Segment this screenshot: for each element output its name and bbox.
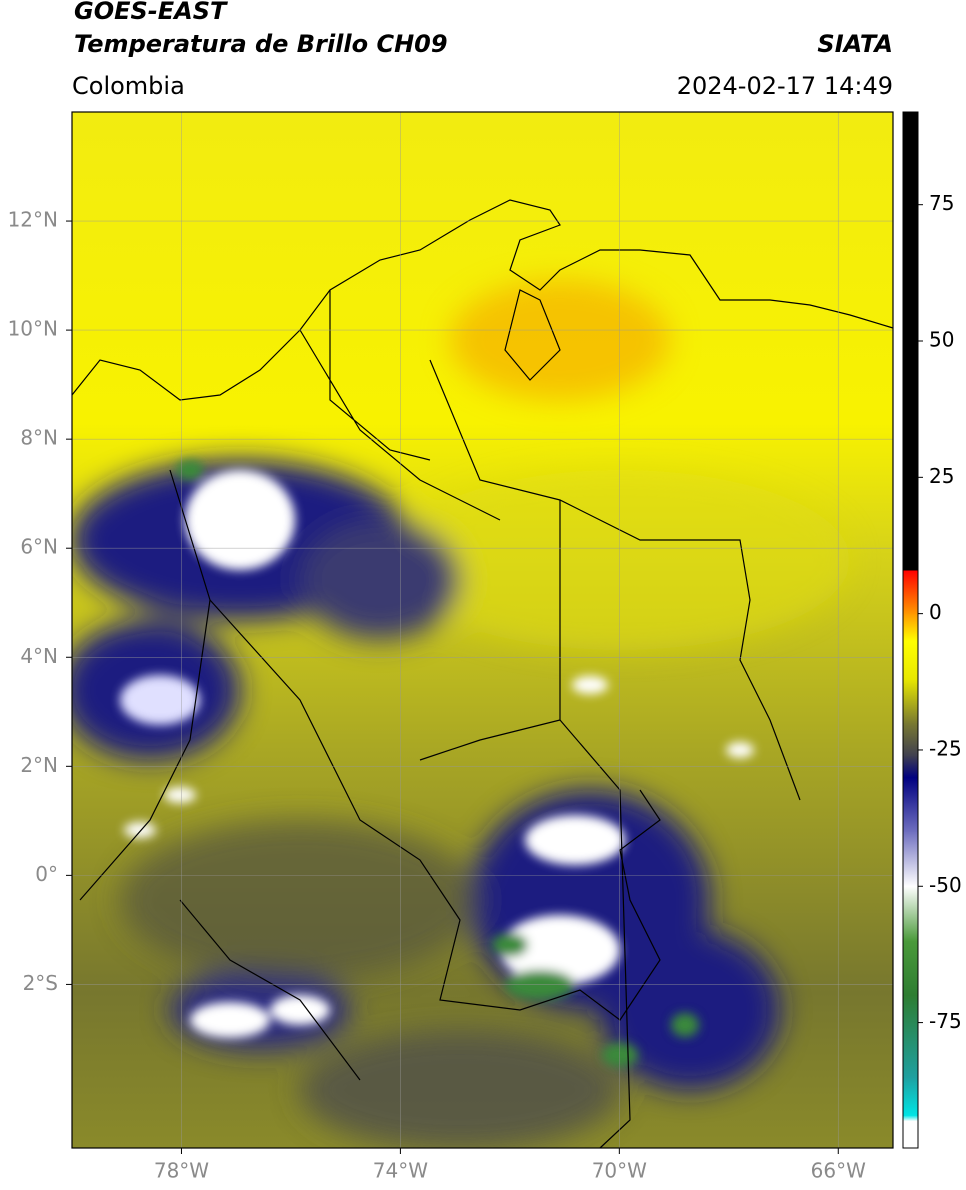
- colorbar-frame: [902, 111, 919, 1149]
- colorbar-segment: [903, 995, 918, 1078]
- colorbar-segment: [903, 112, 918, 571]
- colorbar-tick-label: -25: [929, 736, 962, 760]
- satellite-image: [72, 112, 893, 1148]
- colorbar-tick-label: 0: [929, 600, 942, 624]
- y-tick-label: 0°: [35, 862, 58, 886]
- colorbar-segment: [903, 613, 918, 642]
- colorbar-segment: [903, 1115, 918, 1122]
- y-tick-label: 4°N: [20, 644, 58, 668]
- colorbar-segment: [903, 886, 918, 942]
- y-tick-label: 2°N: [20, 753, 58, 777]
- source: SIATA: [817, 30, 893, 58]
- colorbar-tick-label: 25: [929, 464, 954, 488]
- colorbar-segment: [903, 940, 918, 996]
- x-tick-label: 66°W: [811, 1159, 866, 1183]
- colorbar-tick-label: -50: [929, 873, 962, 897]
- y-tick-label: 10°N: [8, 317, 58, 341]
- colorbar-tick-label: 75: [929, 191, 954, 215]
- title-line: Temperatura de Brillo CH09: [74, 30, 448, 58]
- colorbar-segment: [903, 640, 918, 680]
- x-tick-label: 78°W: [154, 1159, 209, 1183]
- y-tick-label: 12°N: [8, 208, 58, 232]
- colorbar-segment: [903, 722, 918, 756]
- colorbar-segment: [903, 755, 918, 778]
- colorbar-tick-label: -75: [929, 1009, 962, 1033]
- colorbar-segment: [903, 777, 918, 833]
- timestamp: 2024-02-17 14:49: [677, 72, 893, 100]
- title-line: GOES-EAST: [74, 0, 228, 25]
- y-tick-label: 2°S: [23, 971, 58, 995]
- y-tick-label: 8°N: [20, 426, 58, 450]
- region: Colombia: [72, 72, 185, 100]
- colorbar-segment: [903, 679, 918, 724]
- colorbar-segment: [903, 570, 918, 615]
- map-frame: [71, 111, 894, 1149]
- colorbar-tick-label: 50: [929, 328, 954, 352]
- y-tick-label: 6°N: [20, 535, 58, 559]
- colorbar-segment: [903, 1120, 918, 1149]
- x-tick-label: 70°W: [592, 1159, 647, 1183]
- colorbar-segment: [903, 1077, 918, 1116]
- colorbar-segment: [903, 831, 918, 887]
- x-tick-label: 74°W: [373, 1159, 428, 1183]
